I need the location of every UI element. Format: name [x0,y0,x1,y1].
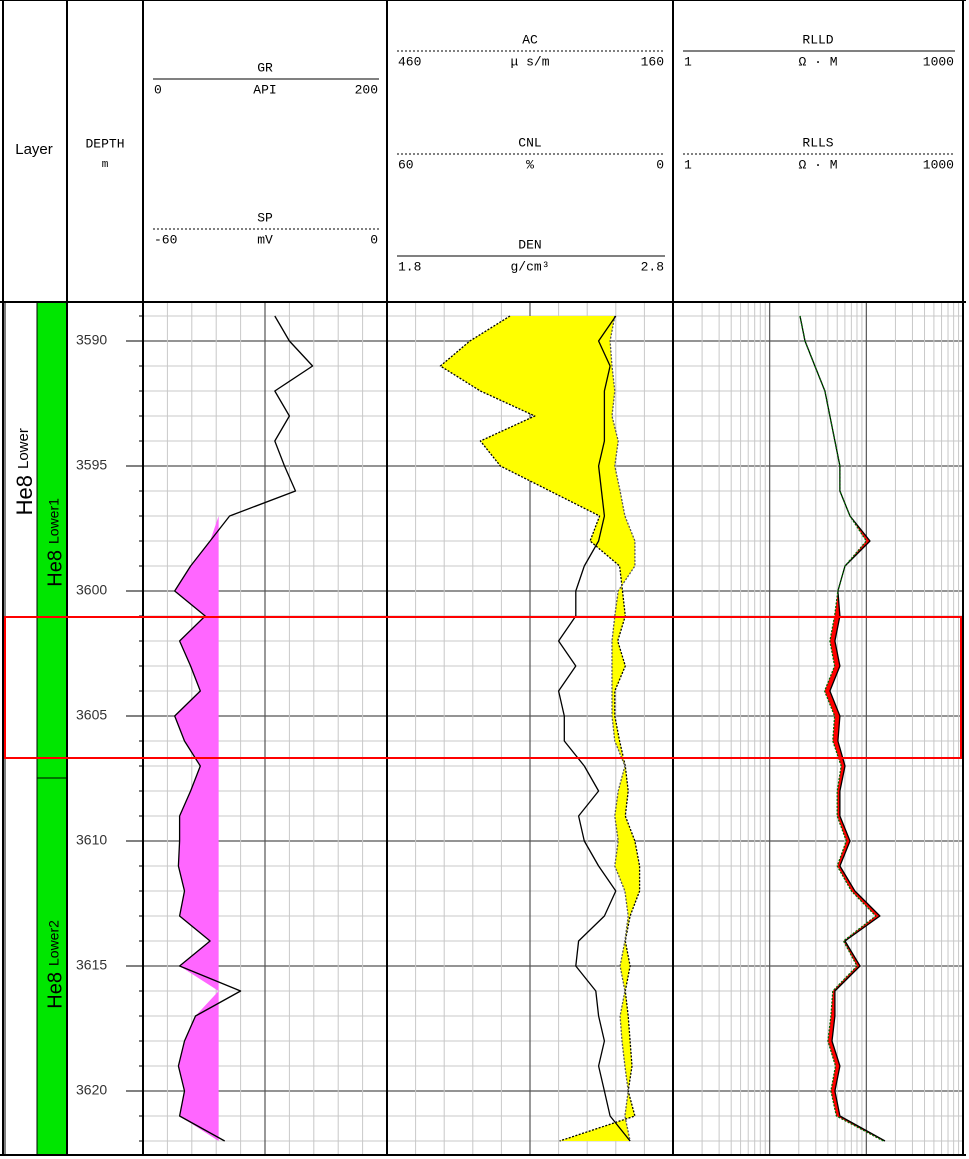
scale-max: 0 [656,157,664,172]
curve-name: RLLS [802,135,833,150]
subzone-label: He8 [44,550,66,587]
curve-unit: Ω · M [798,54,837,69]
scale-min: -60 [154,232,177,247]
curve-unit: % [526,157,534,172]
curve-name: RLLD [802,32,833,47]
layer-title: Layer [15,141,53,158]
scale-max: 1000 [923,157,954,172]
subzone-sublabel: Lower2 [46,920,62,966]
depth-unit: m [102,159,109,171]
scale-min: 460 [398,54,421,69]
depth-label: 3610 [76,832,107,848]
depth-label: 3595 [76,457,107,473]
depth-label: 3600 [76,582,107,598]
curve-unit: Ω · M [798,157,837,172]
curve-unit: API [253,82,276,97]
subzone [36,301,68,779]
curve-name: GR [257,60,273,75]
curve-unit: μ s/m [510,54,549,69]
scale-min: 1 [684,54,692,69]
curve-name: SP [257,210,273,225]
log-curve [439,315,641,1142]
subzone-sublabel: Lower1 [46,498,62,544]
depth-label: 3620 [76,1082,107,1098]
curve-name: CNL [518,135,541,150]
depth-label: 3605 [76,707,107,723]
zone-label: He8 [12,475,37,515]
scale-max: 1000 [923,54,954,69]
scale-min: 0 [154,82,162,97]
scale-min: 1 [684,157,692,172]
depth-label: 3590 [76,332,107,348]
log-curve [609,315,636,1142]
log-curve [174,315,314,1142]
scale-max: 2.8 [641,259,664,274]
scale-max: 200 [355,82,378,97]
zone-sublabel: Lower [15,428,32,469]
depth-label: 3615 [76,957,107,973]
curve-name: AC [522,32,538,47]
curve-unit: g/cm³ [510,259,549,274]
curve-unit: mV [257,232,273,247]
scale-min: 1.8 [398,259,421,274]
highlight-box [4,616,962,759]
scale-min: 60 [398,157,414,172]
scale-max: 0 [370,232,378,247]
log-curve [799,315,886,1142]
scale-max: 160 [641,54,664,69]
log-curve [557,315,631,1142]
curve-fill [174,316,219,1141]
depth-title: DEPTH [85,136,124,151]
subzone-label: He8 [44,972,66,1009]
log-curve [799,315,884,1142]
curve-name: DEN [518,237,541,252]
curve-fill [440,316,640,1141]
